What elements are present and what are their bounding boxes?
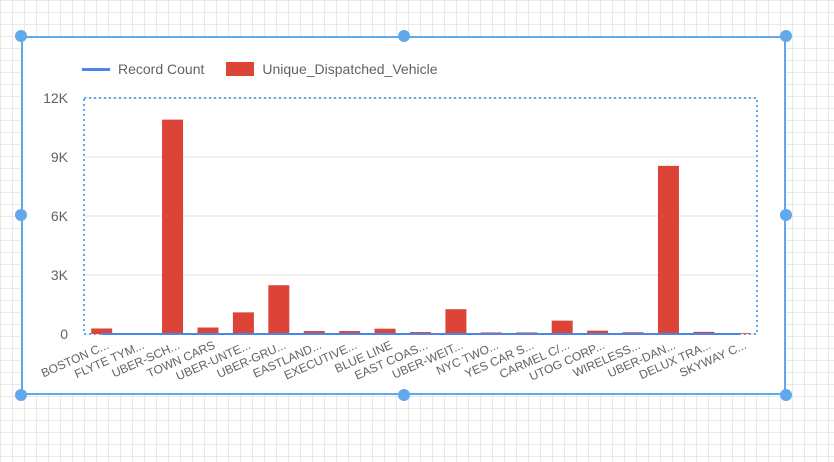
bar xyxy=(91,328,113,334)
y-tick-label: 12K xyxy=(43,90,69,106)
resize-handle-top[interactable] xyxy=(398,30,410,42)
bar xyxy=(268,285,290,334)
chart-legend: Record Count Unique_Dispatched_Vehicle xyxy=(82,61,460,77)
resize-handle-top-left[interactable] xyxy=(15,30,27,42)
y-tick-label: 3K xyxy=(51,267,69,283)
legend-item-unique-dispatched-vehicle[interactable]: Unique_Dispatched_Vehicle xyxy=(226,61,438,77)
bar xyxy=(374,328,396,334)
legend-label: Record Count xyxy=(118,61,205,77)
bar xyxy=(162,119,184,334)
bar xyxy=(339,331,361,334)
bar xyxy=(232,312,254,334)
resize-handle-top-right[interactable] xyxy=(780,30,792,42)
bar xyxy=(693,331,715,334)
bar xyxy=(197,327,219,334)
resize-handle-bottom-left[interactable] xyxy=(15,389,27,401)
y-tick-label: 0 xyxy=(60,326,68,342)
y-tick-label: 9K xyxy=(51,149,69,165)
bar xyxy=(445,309,467,334)
legend-line-swatch xyxy=(82,67,110,71)
bar xyxy=(303,331,325,334)
resize-handle-bottom[interactable] xyxy=(398,389,410,401)
legend-box-swatch xyxy=(226,62,255,76)
resize-handle-right[interactable] xyxy=(780,209,792,221)
bar xyxy=(587,330,609,334)
y-tick-label: 6K xyxy=(51,208,69,224)
bar xyxy=(657,165,679,334)
resize-handle-left[interactable] xyxy=(15,209,27,221)
legend-item-record-count[interactable]: Record Count xyxy=(82,61,204,77)
resize-handle-bottom-right[interactable] xyxy=(780,389,792,401)
legend-label: Unique_Dispatched_Vehicle xyxy=(262,61,438,77)
bar xyxy=(551,320,573,334)
